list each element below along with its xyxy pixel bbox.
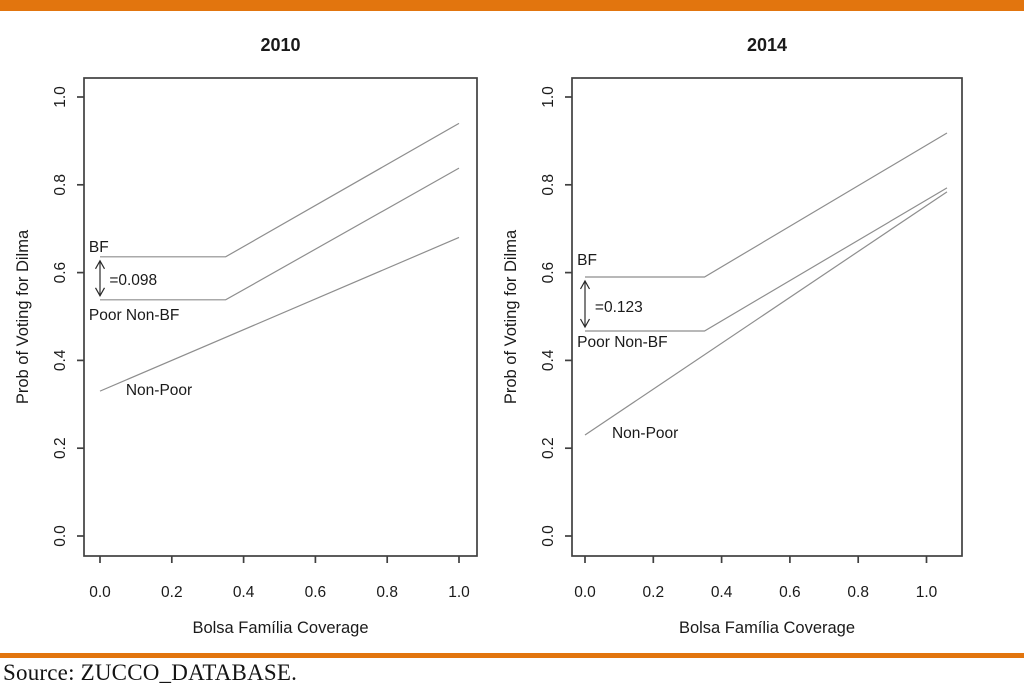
plot-box bbox=[83, 77, 478, 557]
difference-arrow-head-down bbox=[579, 318, 591, 329]
y-axis-tick-label: 0.8 bbox=[540, 174, 557, 196]
x-axis-tick-label: 0.4 bbox=[711, 584, 733, 601]
difference-value-label: =0.098 bbox=[109, 272, 157, 289]
y-axis-tick-label: 1.0 bbox=[540, 86, 557, 108]
difference-arrow bbox=[579, 279, 591, 329]
panel-title: 2010 bbox=[260, 35, 300, 55]
x-axis-tick-label: 0.2 bbox=[643, 584, 665, 601]
series-line-poor-non-bf bbox=[585, 187, 948, 332]
series-label-poor-non-bf: Poor Non-BF bbox=[89, 307, 179, 324]
figure-canvas: 2010 0.0 0.2 0.4 0.6 0.8 1.0 0.0 0.2 0.4 0.6 0.8 1.0… bbox=[14, 35, 963, 637]
x-axis-title: Bolsa Família Coverage bbox=[192, 619, 368, 637]
panel-title: 2014 bbox=[747, 35, 787, 55]
chart-panel-2014: 2014 0.0 0.2 0.4 0.6 0.8 1.0 0.0 0.2 0.4 0.6 0.8 1.0… bbox=[502, 35, 963, 637]
y-axis-tick-label: 1.0 bbox=[52, 86, 69, 108]
y-axis-tick-label: 0.0 bbox=[52, 525, 69, 547]
y-axis-tick-label: 0.6 bbox=[52, 262, 69, 284]
series-label-bf: BF bbox=[577, 252, 597, 269]
difference-arrow-head-up bbox=[94, 259, 106, 270]
x-axis-tick-label: 1.0 bbox=[916, 584, 938, 601]
difference-value-label: =0.123 bbox=[595, 299, 643, 316]
y-axis-tick-label: 0.2 bbox=[52, 437, 69, 459]
x-axis-tick-label: 0.6 bbox=[305, 584, 327, 601]
chart-panel-2010: 2010 0.0 0.2 0.4 0.6 0.8 1.0 0.0 0.2 0.4 0.6 0.8 1.0… bbox=[14, 35, 478, 637]
x-axis-tick-label: 1.0 bbox=[448, 584, 470, 601]
series-line-non-poor bbox=[99, 236, 460, 392]
y-axis-tick-label: 0.6 bbox=[540, 262, 557, 284]
x-axis-tick-label: 0.8 bbox=[847, 584, 869, 601]
y-axis-tick-label: 0.2 bbox=[540, 437, 557, 459]
series-line-poor-non-bf bbox=[100, 167, 460, 301]
source-caption: Source: ZUCCO_DATABASE. bbox=[3, 660, 298, 685]
y-axis-tick-label: 0.8 bbox=[52, 174, 69, 196]
series-line-non-poor bbox=[584, 191, 948, 436]
x-axis-tick-label: 0.2 bbox=[161, 584, 183, 601]
x-axis-tick-label: 0.0 bbox=[89, 584, 111, 601]
series-label-non-poor: Non-Poor bbox=[126, 382, 192, 399]
x-axis-tick-label: 0.4 bbox=[233, 584, 255, 601]
y-axis-tick-label: 0.0 bbox=[540, 525, 557, 547]
series-line-bf bbox=[585, 132, 948, 278]
top-accent-bar bbox=[0, 0, 1024, 11]
y-axis-title: Prob of Voting for Dilma bbox=[502, 229, 520, 404]
difference-arrow bbox=[94, 259, 106, 298]
x-axis-tick-label: 0.8 bbox=[376, 584, 398, 601]
y-axis-tick-label: 0.4 bbox=[52, 349, 69, 371]
y-axis-tick-label: 0.4 bbox=[540, 349, 557, 371]
x-axis-title: Bolsa Família Coverage bbox=[679, 619, 855, 637]
x-axis-tick-label: 0.6 bbox=[779, 584, 801, 601]
series-line-bf bbox=[100, 122, 460, 258]
y-axis-title: Prob of Voting for Dilma bbox=[14, 229, 32, 404]
bottom-accent-rule bbox=[0, 653, 1024, 658]
series-label-bf: BF bbox=[89, 239, 109, 256]
difference-arrow-head-down bbox=[94, 287, 106, 298]
series-label-non-poor: Non-Poor bbox=[612, 425, 678, 442]
difference-arrow-head-up bbox=[579, 279, 591, 290]
plot-box bbox=[571, 77, 963, 557]
series-label-poor-non-bf: Poor Non-BF bbox=[577, 334, 667, 351]
x-axis-tick-label: 0.0 bbox=[574, 584, 596, 601]
